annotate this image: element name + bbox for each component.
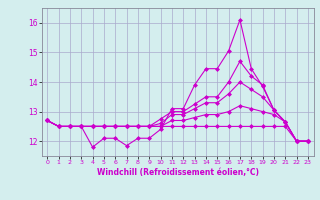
X-axis label: Windchill (Refroidissement éolien,°C): Windchill (Refroidissement éolien,°C): [97, 168, 259, 177]
